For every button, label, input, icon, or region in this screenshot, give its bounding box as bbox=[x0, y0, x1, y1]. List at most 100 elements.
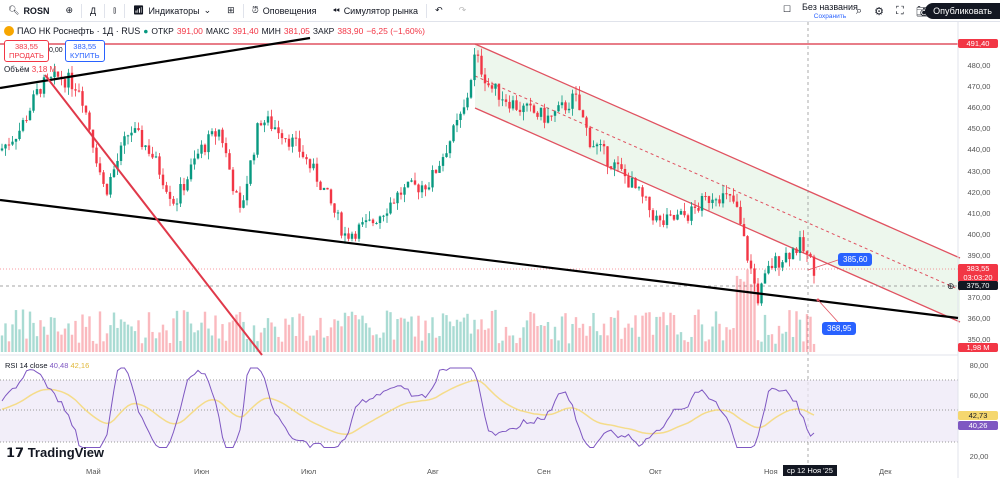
volume-bar bbox=[350, 311, 354, 352]
volume-bar bbox=[679, 332, 683, 352]
price-label-upper[interactable]: 385,60 bbox=[838, 253, 873, 266]
volume-bar bbox=[333, 319, 336, 352]
candle bbox=[774, 256, 777, 269]
candle bbox=[644, 196, 648, 198]
candle bbox=[676, 214, 679, 220]
volume-bar bbox=[70, 334, 74, 352]
chart-type-button[interactable]: ⫾ bbox=[105, 0, 124, 22]
price-axis-label: 360,00 bbox=[967, 314, 991, 324]
candle bbox=[459, 113, 462, 120]
volume-bar bbox=[683, 340, 686, 352]
interval-button[interactable]: Д bbox=[90, 5, 97, 16]
add-alert-icon[interactable]: ⊕ bbox=[947, 281, 955, 291]
volume-bar bbox=[326, 336, 329, 352]
rsi-tag: 40,26 bbox=[958, 421, 998, 430]
candle bbox=[112, 169, 116, 177]
volume-bar bbox=[301, 316, 305, 352]
layout-checkbox[interactable]: ☐ bbox=[783, 4, 792, 14]
symbol-search[interactable]: 🔍︎ ROSN bbox=[8, 5, 50, 16]
candle bbox=[165, 185, 168, 192]
volume-bar bbox=[592, 312, 595, 352]
volume-bar bbox=[203, 311, 207, 352]
candle bbox=[319, 181, 322, 190]
candle bbox=[515, 100, 518, 110]
buy-button[interactable]: 383,55 КУПИТЬ bbox=[65, 40, 105, 62]
volume-bar bbox=[606, 335, 609, 352]
candle bbox=[301, 151, 305, 158]
price-axis-label: 480,00 bbox=[967, 61, 991, 70]
alarm-icon: ⏰︎ bbox=[251, 5, 259, 15]
candle bbox=[105, 183, 109, 195]
volume-bar bbox=[256, 341, 259, 352]
candle bbox=[371, 219, 375, 224]
candle bbox=[809, 253, 812, 257]
cursor-date: ср 12 Ноя '25 bbox=[783, 465, 837, 476]
candle bbox=[539, 107, 543, 117]
volume-bar bbox=[403, 318, 406, 352]
volume-bar bbox=[102, 341, 105, 352]
price-label-lower[interactable]: 368,95 bbox=[822, 322, 857, 335]
candle bbox=[679, 211, 683, 215]
candle bbox=[403, 187, 406, 195]
candle bbox=[336, 212, 340, 214]
last-price-tag: 383,55 03:03:20 bbox=[958, 264, 998, 282]
replay-button[interactable]: ⏪︎ Симулятор рынка bbox=[332, 5, 419, 16]
candle bbox=[798, 237, 802, 253]
volume-bar bbox=[385, 310, 389, 352]
compare-button[interactable]: ⊕ bbox=[57, 0, 81, 22]
rsi-line bbox=[1, 367, 815, 449]
label-connector bbox=[817, 299, 839, 323]
candle bbox=[469, 80, 473, 98]
volume-bar bbox=[441, 313, 445, 352]
quick-search-icon[interactable]: ⌕ bbox=[856, 5, 863, 17]
volume-bar bbox=[389, 312, 392, 352]
sell-button[interactable]: 383,55 ПРОДАТЬ bbox=[4, 40, 49, 62]
volume-bar bbox=[578, 327, 581, 352]
layout-menu[interactable]: Без названия Сохранить bbox=[802, 2, 858, 20]
candle bbox=[238, 192, 242, 208]
candle bbox=[455, 119, 459, 126]
volume-bar bbox=[287, 324, 291, 352]
candle bbox=[25, 120, 28, 122]
templates-button[interactable]: ⊞ bbox=[219, 0, 243, 22]
volume-bar bbox=[508, 335, 511, 352]
volume-bar bbox=[483, 329, 487, 352]
volume-bar bbox=[4, 323, 7, 352]
candle bbox=[210, 131, 214, 135]
volume-bar bbox=[343, 312, 347, 352]
candle bbox=[81, 91, 84, 106]
volume-bar bbox=[753, 278, 756, 352]
candle bbox=[193, 158, 196, 165]
candle bbox=[525, 103, 529, 106]
volume-bar bbox=[641, 315, 644, 352]
publish-button[interactable]: Опубликовать bbox=[925, 3, 1000, 19]
settings-icon[interactable]: ⚙ bbox=[874, 6, 885, 18]
candle bbox=[273, 127, 277, 130]
redo-button[interactable]: ↷ bbox=[451, 0, 475, 22]
candle bbox=[763, 273, 767, 284]
candle bbox=[252, 154, 256, 161]
candle bbox=[151, 153, 154, 158]
candle bbox=[340, 212, 343, 236]
indicators-button[interactable]: 📶︎ Индикаторы ⌄ bbox=[133, 5, 212, 16]
volume-bar bbox=[42, 326, 46, 352]
volume-bar bbox=[805, 314, 809, 352]
volume-bar bbox=[56, 331, 60, 352]
price-axis-label: 450,00 bbox=[967, 124, 991, 134]
time-axis-label: Авг bbox=[427, 467, 439, 476]
fullscreen-icon[interactable]: ⛶ bbox=[896, 5, 904, 17]
undo-button[interactable]: ↶ bbox=[427, 0, 451, 22]
volume-bar bbox=[476, 329, 480, 352]
rsi-axis-label: 60,00 bbox=[969, 391, 989, 400]
volume-bar bbox=[315, 330, 319, 352]
volume-bar bbox=[462, 317, 466, 352]
candle bbox=[217, 129, 221, 137]
alerts-button[interactable]: ⏰︎ Оповещения bbox=[251, 5, 317, 16]
volume-bar bbox=[634, 315, 637, 352]
candle bbox=[658, 215, 662, 221]
volume-bar bbox=[742, 281, 746, 352]
volume-bar bbox=[308, 335, 312, 352]
candle bbox=[182, 184, 186, 191]
candle bbox=[98, 163, 102, 173]
